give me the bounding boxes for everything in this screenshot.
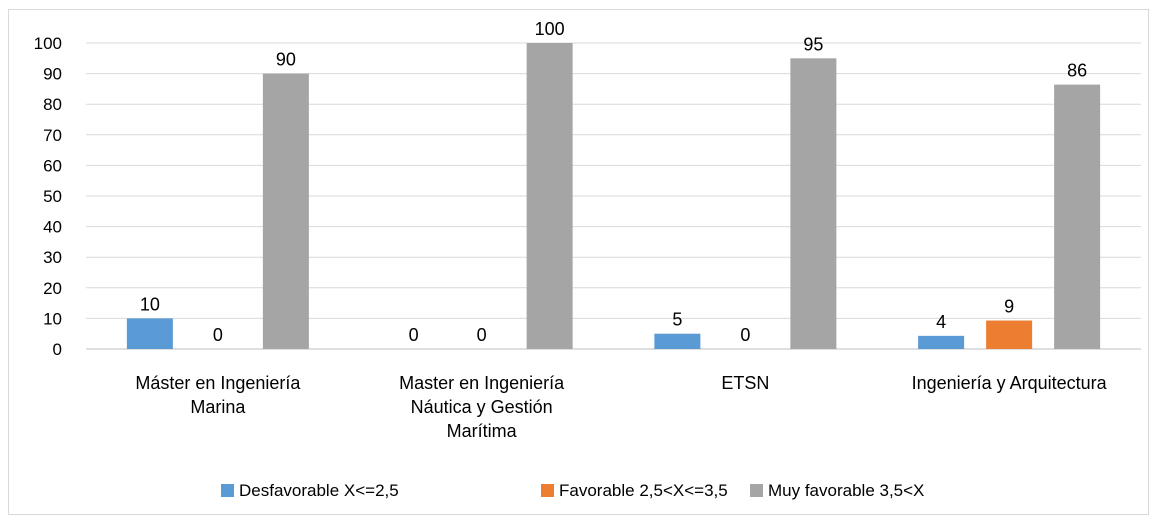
data-label: 10 (140, 294, 160, 314)
x-tick-label-line: Máster en Ingeniería (135, 373, 301, 393)
bar (526, 43, 573, 349)
y-tick-label: 100 (34, 34, 62, 53)
y-tick-label: 60 (43, 156, 62, 175)
data-label: 0 (213, 325, 223, 345)
bar (126, 318, 173, 349)
legend: Desfavorable X<=2,5 Favorable 2,5<X<=3,5 M… (221, 481, 924, 500)
x-tick-label-line: Náutica y Gestión (411, 397, 553, 417)
chart-frame: 10 0 90 0 0 100 5 0 95 4 9 86 0 10 20 30 40 50 60 70 80 90 10… (8, 9, 1149, 515)
x-tick-label-line: Marítima (447, 421, 518, 441)
x-tick-label-line: Master en Ingeniería (399, 373, 565, 393)
y-tick-label: 40 (43, 218, 62, 237)
data-label: 90 (276, 50, 296, 70)
data-label: 95 (803, 34, 823, 54)
data-label: 0 (740, 325, 750, 345)
y-tick-label: 70 (43, 126, 62, 145)
x-tick-label: ETSN (721, 373, 769, 393)
legend-label: Favorable 2,5<X<=3,5 (559, 481, 728, 500)
y-tick-label: 30 (43, 248, 62, 267)
legend-swatch (750, 484, 763, 497)
y-tick-label: 0 (53, 340, 62, 359)
bars (126, 43, 1101, 350)
bar (986, 320, 1033, 349)
x-tick-label-line: Ingeniería y Arquitectura (912, 373, 1108, 393)
legend-label: Desfavorable X<=2,5 (239, 481, 399, 500)
bar (790, 58, 837, 350)
y-tick-label: 90 (43, 65, 62, 84)
data-label: 4 (936, 312, 946, 332)
gridlines (86, 42, 1141, 350)
bar (262, 73, 309, 349)
y-tick-label: 80 (43, 95, 62, 114)
x-tick-label-line: Marina (190, 397, 246, 417)
bar (918, 335, 965, 349)
bar (654, 333, 701, 349)
data-label: 0 (409, 325, 419, 345)
x-tick-label-line: ETSN (721, 373, 769, 393)
data-label: 0 (477, 325, 487, 345)
y-tick-label: 20 (43, 279, 62, 298)
x-tick-label: Máster en Ingeniería Marina (135, 373, 301, 417)
y-tick-label: 50 (43, 187, 62, 206)
x-axis: Máster en Ingeniería Marina Master en Inge… (135, 373, 1107, 441)
bar (1054, 84, 1101, 349)
y-axis: 0 10 20 30 40 50 60 70 80 90 100 (34, 34, 62, 359)
legend-label: Muy favorable 3,5<X (768, 481, 924, 500)
data-label: 86 (1067, 61, 1087, 81)
x-tick-label: Master en Ingeniería Náutica y Gestión Mar… (399, 373, 565, 441)
data-label: 9 (1004, 297, 1014, 317)
y-tick-label: 10 (43, 309, 62, 328)
legend-swatch (221, 484, 234, 497)
data-label: 5 (672, 310, 682, 330)
x-tick-label: Ingeniería y Arquitectura (912, 373, 1108, 393)
legend-swatch (541, 484, 554, 497)
data-label: 100 (535, 19, 565, 39)
